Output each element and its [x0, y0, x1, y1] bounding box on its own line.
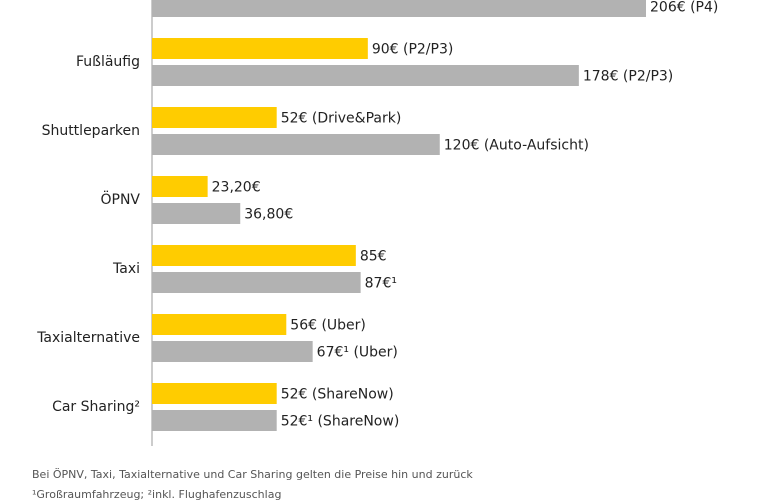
category-label: ÖPNV — [100, 190, 140, 208]
data-label: 52€¹ (ShareNow) — [281, 414, 400, 430]
bar — [152, 341, 313, 362]
bar — [152, 38, 368, 59]
category-label: Car Sharing² — [52, 399, 140, 415]
footnote: ¹Großraumfahrzeug; ²inkl. Flughafenzusch… — [32, 488, 281, 500]
data-label: 90€ (P2/P3) — [372, 42, 454, 58]
data-label: 85€ — [360, 249, 387, 265]
data-label: 52€ (Drive&Park) — [281, 111, 402, 127]
category-label: Fußläufig — [76, 54, 140, 70]
bar — [152, 107, 277, 128]
bar — [152, 65, 579, 86]
data-label: 36,80€ — [244, 207, 293, 223]
bar — [152, 134, 440, 155]
data-label: 87€¹ — [365, 276, 397, 292]
bar — [152, 383, 277, 404]
data-label: 120€ (Auto-Aufsicht) — [444, 138, 589, 154]
bar — [152, 410, 277, 431]
bar — [152, 176, 208, 197]
data-label: 67€¹ (Uber) — [317, 345, 398, 361]
bar — [152, 203, 241, 224]
bar — [152, 272, 361, 293]
footnote: Bei ÖPNV, Taxi, Taxialternative und Car … — [32, 468, 473, 481]
data-label: 56€ (Uber) — [290, 318, 366, 334]
category-label: Shuttleparken — [42, 123, 140, 139]
data-label: 23,20€ — [212, 180, 261, 196]
category-label: Taxialternative — [36, 330, 140, 346]
bar — [152, 0, 646, 17]
category-label: Taxi — [112, 261, 140, 277]
data-label: 206€ (P4) — [650, 0, 718, 16]
data-label: 178€ (P2/P3) — [583, 69, 673, 85]
bar — [152, 245, 356, 266]
bar — [152, 314, 287, 335]
data-label: 52€ (ShareNow) — [281, 387, 394, 403]
